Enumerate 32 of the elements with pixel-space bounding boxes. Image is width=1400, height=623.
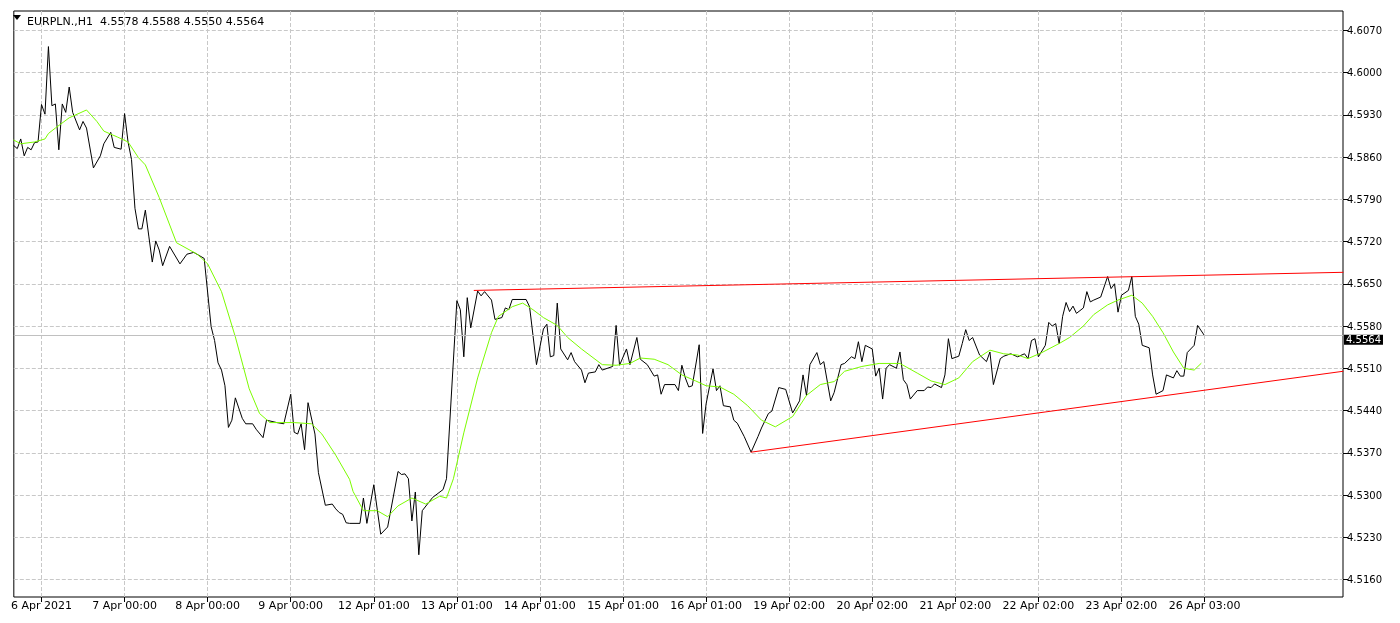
x-tick-label: 22 Apr 02:00 [1002, 599, 1075, 612]
x-tick-label: 23 Apr 02:00 [1085, 599, 1158, 612]
x-tick-label: 13 Apr 01:00 [421, 599, 493, 612]
y-tick-label: 4.5860 [1347, 151, 1382, 163]
x-tick-label: 26 Apr 03:00 [1168, 599, 1241, 612]
y-tick-label: 4.5510 [1347, 362, 1382, 374]
x-tick-label: 9 Apr 00:00 [258, 599, 324, 612]
y-tick-label: 4.6070 [1347, 24, 1382, 36]
y-tick-label: 4.5790 [1347, 193, 1382, 205]
x-tick-label: 8 Apr 00:00 [175, 599, 241, 612]
x-tick-label: 14 Apr 01:00 [504, 599, 576, 612]
y-tick-label: 4.5370 [1347, 447, 1382, 459]
y-tick-label: 4.5720 [1347, 236, 1382, 248]
y-tick-label: 4.5160 [1347, 574, 1382, 585]
y-tick-label: 4.6000 [1347, 67, 1382, 79]
x-tick-label: 15 Apr 01:00 [587, 599, 659, 612]
y-tick-label: 4.5650 [1347, 278, 1382, 290]
ref-line-label: 4.5564 [1346, 334, 1381, 346]
line-series [13, 109, 1202, 518]
x-tick-label: 7 Apr 00:00 [92, 599, 157, 612]
x-tick-label: 6 Apr 2021 [11, 599, 73, 612]
y-tick-label: 4.5230 [1347, 531, 1382, 543]
y-tick-label: 4.5580 [1347, 320, 1382, 332]
y-tick-label: 4.5300 [1347, 489, 1382, 501]
x-tick-label: 21 Apr 02:00 [919, 599, 992, 612]
chart-title: EURPLN.,H1 4.5578 4.5588 4.5550 4.5564 [27, 15, 265, 28]
y-tick-label: 4.5440 [1347, 405, 1382, 417]
x-tick-label: 19 Apr 02:00 [753, 599, 826, 612]
x-tick-label: 20 Apr 02:00 [836, 599, 909, 612]
x-tick-label: 16 Apr 01:00 [670, 599, 742, 612]
y-tick-label: 4.5930 [1347, 109, 1382, 121]
x-tick-label: 12 Apr 01:00 [337, 599, 410, 612]
